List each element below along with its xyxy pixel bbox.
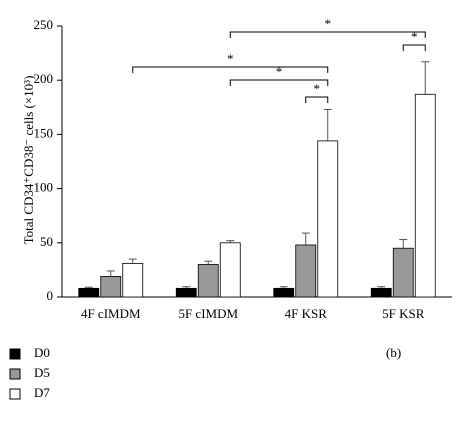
y-tick-label: 50 <box>40 234 53 249</box>
significance-bracket <box>305 96 329 103</box>
x-tick-label: 4F KSR <box>285 306 328 321</box>
x-tick-label: 5F cIMDM <box>178 306 238 321</box>
significance-bracket <box>229 31 426 38</box>
bar <box>100 276 122 298</box>
significance-bracket <box>402 44 426 51</box>
legend-label: D5 <box>34 365 50 380</box>
y-axis-label: Total CD34⁺CD38⁻ cells (×10³) <box>21 76 36 245</box>
bar <box>414 93 436 298</box>
significance-label: * <box>411 29 418 44</box>
x-tick-label: 4F cIMDM <box>81 306 141 321</box>
legend-swatch <box>9 388 21 400</box>
y-tick-label: 150 <box>34 125 54 140</box>
bar <box>295 244 317 298</box>
bar <box>122 262 144 298</box>
bar <box>370 287 392 298</box>
legend-swatch <box>9 368 21 380</box>
legend-label: D7 <box>34 385 50 400</box>
y-tick-label: 100 <box>34 180 54 195</box>
bar <box>175 287 197 298</box>
legend-swatch <box>9 348 21 360</box>
significance-bracket <box>132 66 329 73</box>
significance-label: * <box>276 64 283 79</box>
bar <box>317 140 339 298</box>
y-tick-label: 250 <box>34 17 54 32</box>
legend-label: D0 <box>34 345 50 360</box>
panel-label: (b) <box>386 345 401 360</box>
bar <box>197 264 219 298</box>
bar <box>392 247 414 298</box>
bar <box>78 287 100 298</box>
x-tick-label: 5F KSR <box>382 306 425 321</box>
significance-bracket <box>229 79 329 86</box>
y-tick-label: 0 <box>47 288 54 303</box>
significance-label: * <box>227 51 234 66</box>
bar <box>273 287 295 298</box>
bar <box>219 242 241 298</box>
significance-label: * <box>325 16 332 31</box>
significance-label: * <box>314 81 321 96</box>
y-tick-label: 200 <box>34 71 54 86</box>
